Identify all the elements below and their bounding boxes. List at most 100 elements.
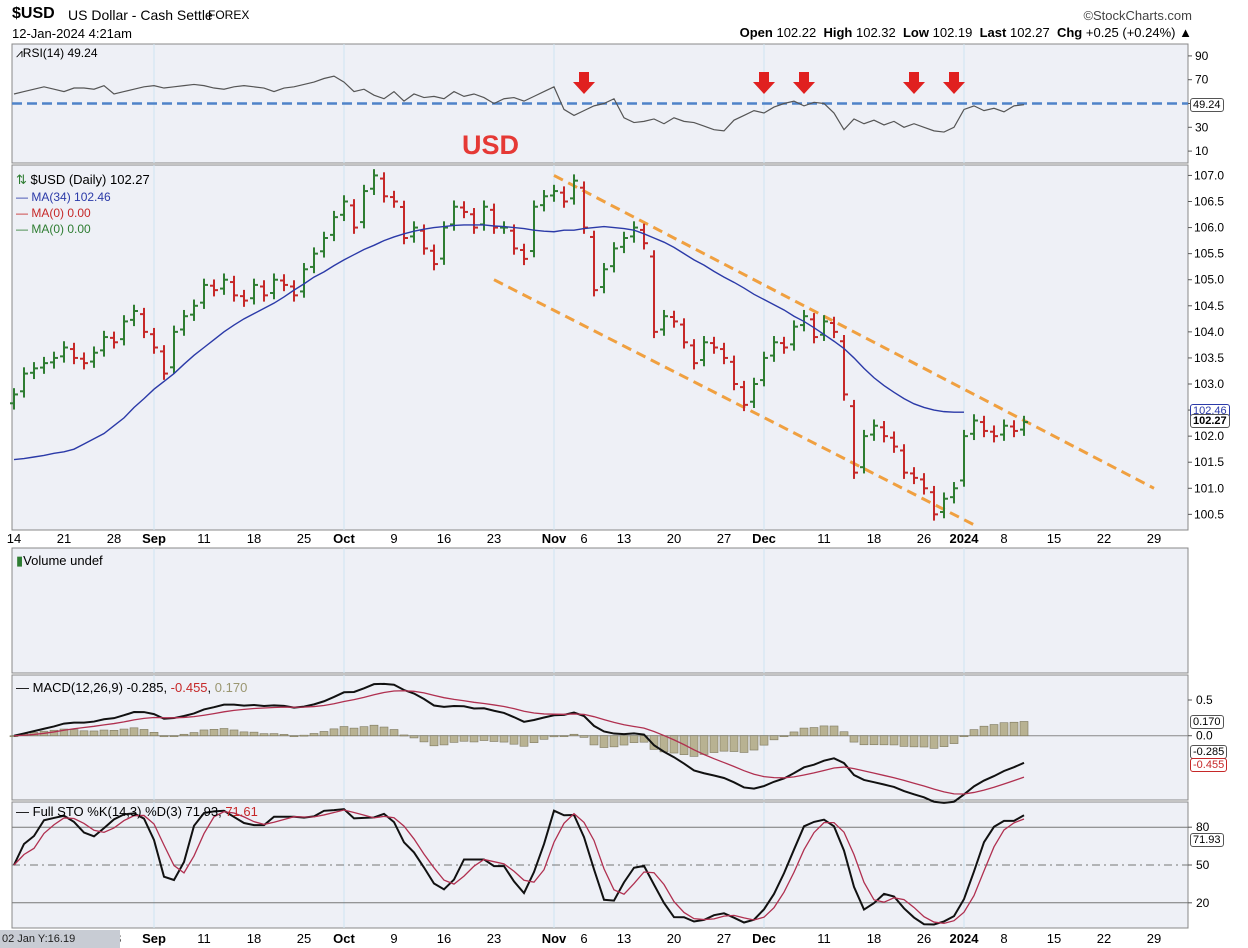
macd-hist-bar bbox=[129, 727, 139, 737]
macd-hist-bar bbox=[389, 729, 399, 737]
macd-hist-bar bbox=[759, 735, 769, 746]
price-tick-label: 101.5 bbox=[1194, 455, 1224, 469]
macd-hist-bar bbox=[409, 735, 419, 739]
macd-hist-bar bbox=[269, 733, 279, 737]
quote-date: 12-Jan-2024 4:21am bbox=[12, 26, 132, 41]
macd-hist-bar bbox=[929, 735, 939, 749]
x-tick-label: 11 bbox=[817, 931, 831, 946]
macd-hist-bar bbox=[499, 735, 509, 743]
macd-signal-value: -0.455 bbox=[170, 680, 208, 695]
x-tick-label: 8 bbox=[1000, 531, 1007, 546]
x-tick-label: 29 bbox=[1147, 531, 1161, 546]
macd-hist-bar bbox=[979, 725, 989, 737]
macd-hist-bar bbox=[79, 730, 89, 737]
macd-hist-bar bbox=[549, 735, 559, 738]
macd-hist-bar bbox=[919, 735, 929, 748]
macd-hist-bar bbox=[629, 735, 639, 743]
open-value: 102.22 bbox=[776, 25, 817, 40]
macd-hist-bar bbox=[69, 729, 79, 737]
sto-label: Full STO %K(14,3) %D(3) bbox=[32, 804, 182, 819]
macd-hist-bar bbox=[319, 731, 329, 737]
x-tick-label: 9 bbox=[390, 931, 397, 946]
x-tick-label: Sep bbox=[142, 531, 166, 546]
rsi-line bbox=[13, 75, 1025, 133]
macd-hist-bar bbox=[479, 735, 489, 741]
macd-hist-bar bbox=[709, 735, 719, 753]
high-value: 102.32 bbox=[855, 25, 896, 40]
x-tick-label: 22 bbox=[1097, 531, 1111, 546]
rsi-tick-label: 10 bbox=[1195, 144, 1209, 158]
x-tick-label: 18 bbox=[867, 931, 881, 946]
ma0b-legend: — MA(0) 0.00 bbox=[16, 222, 91, 236]
price-label: $USD (Daily) 102.27 bbox=[30, 172, 150, 187]
macd-hist-bar bbox=[819, 725, 829, 737]
symbol-description: US Dollar - Cash Settle bbox=[68, 7, 213, 23]
price-tick-label: 100.5 bbox=[1194, 507, 1224, 521]
price-tick-label: 106.5 bbox=[1194, 195, 1224, 209]
macd-hist-bar bbox=[109, 730, 119, 737]
x-tick-label: Nov bbox=[542, 931, 567, 946]
macd-hist-bar bbox=[229, 729, 239, 737]
brand-logo[interactable]: ©StockCharts.com bbox=[1083, 8, 1192, 23]
price-tick-label: 101.0 bbox=[1194, 481, 1224, 495]
macd-tick-label: 0.0 bbox=[1196, 729, 1213, 743]
usd-annotation: USD bbox=[462, 130, 520, 160]
ma0a-legend: — MA(0) 0.00 bbox=[16, 206, 91, 220]
price-tick-label: 107.0 bbox=[1194, 168, 1224, 182]
macd-hist-bar bbox=[949, 735, 959, 744]
macd-hist-bar bbox=[609, 735, 619, 748]
macd-hist-bar bbox=[189, 732, 199, 737]
macd-hist-bar bbox=[719, 735, 729, 752]
macd-hist-pill: 0.170 bbox=[1190, 715, 1224, 729]
x-tick-label: 6 bbox=[580, 531, 587, 546]
volume-icon: ▮ bbox=[16, 553, 24, 568]
price-tick-label: 104.5 bbox=[1194, 299, 1224, 313]
macd-tick-label: 0.5 bbox=[1196, 693, 1213, 707]
bar-chart-icon: ⇅ bbox=[16, 172, 27, 187]
low-label: Low bbox=[902, 25, 929, 40]
x-tick-label: 26 bbox=[917, 931, 931, 946]
price-legend: ⇅ $USD (Daily) 102.27 bbox=[16, 172, 150, 188]
macd-hist-bar bbox=[729, 735, 739, 752]
low-value: 102.19 bbox=[932, 25, 973, 40]
x-tick-label: 14 bbox=[7, 531, 21, 546]
macd-hist-bar bbox=[689, 735, 699, 757]
macd-hist-bar bbox=[1009, 721, 1019, 737]
last-label: Last bbox=[979, 25, 1007, 40]
sto-legend: — Full STO %K(14,3) %D(3) 71.93, 71.61 bbox=[16, 804, 258, 819]
x-tick-label: 11 bbox=[817, 531, 831, 546]
x-tick-label: 13 bbox=[617, 931, 631, 946]
macd-hist-bar bbox=[699, 735, 709, 755]
last-value: 102.27 bbox=[1009, 25, 1050, 40]
sto-tick-label: 20 bbox=[1196, 896, 1210, 910]
sto-k-value: 71.93 bbox=[185, 804, 219, 819]
macd-hist-bar bbox=[349, 727, 359, 737]
volume-legend: ▮Volume undef bbox=[16, 553, 103, 569]
down-arrow-icon bbox=[753, 72, 775, 94]
ma0b-label: MA(0) 0.00 bbox=[31, 222, 91, 236]
macd-hist-bar bbox=[429, 735, 439, 747]
rsi-tick-label: 90 bbox=[1195, 49, 1209, 63]
x-tick-label: 2024 bbox=[950, 531, 980, 546]
x-tick-label: Oct bbox=[333, 931, 355, 946]
price-panel bbox=[11, 164, 1189, 531]
macd-hist-bar bbox=[649, 735, 659, 750]
macd-hist-bar bbox=[579, 735, 589, 738]
channel-lower-line bbox=[493, 278, 975, 527]
macd-hist-bar bbox=[909, 735, 919, 748]
macd-hist-bar bbox=[1019, 721, 1029, 737]
macd-hist-bar bbox=[569, 733, 579, 737]
symbol[interactable]: $USD bbox=[12, 5, 55, 22]
ma34-legend: — MA(34) 102.46 bbox=[16, 190, 111, 204]
down-arrow-icon bbox=[793, 72, 815, 94]
x-tick-label: 2024 bbox=[950, 931, 980, 946]
macd-line bbox=[13, 682, 1025, 804]
x-tick-label: Dec bbox=[752, 931, 776, 946]
chg-label: Chg bbox=[1056, 25, 1083, 40]
macd-hist-bar bbox=[449, 735, 459, 743]
x-tick-label: 18 bbox=[247, 531, 261, 546]
macd-hist-bar bbox=[59, 728, 69, 737]
macd-hist-bar bbox=[749, 735, 759, 751]
macd-pill: -0.285 bbox=[1190, 745, 1228, 759]
